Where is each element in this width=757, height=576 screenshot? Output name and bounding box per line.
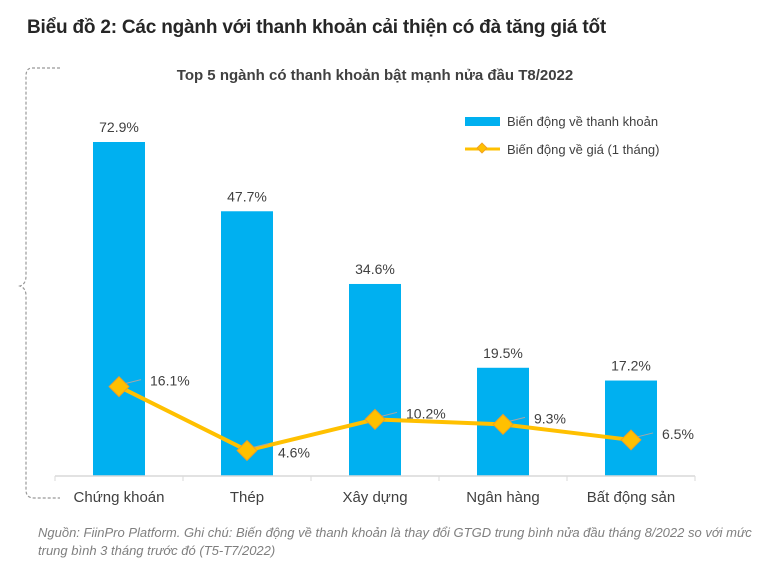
bracket [18,67,60,499]
bar-label: 19.5% [483,345,523,361]
line-label: 6.5% [662,426,694,442]
leader-line [252,442,270,448]
bar [221,211,273,476]
x-tick-label: Chứng khoán [74,489,165,506]
line-marker [492,413,514,435]
bar-label: 34.6% [355,261,395,277]
line-label: 10.2% [406,405,446,421]
legend: Biến động về thanh khoản Biến động về gi… [465,114,660,157]
x-tick-label: Thép [230,489,264,506]
source-note: Nguồn: FiinPro Platform. Ghi chú: Biến đ… [38,525,752,558]
leader-line [124,379,142,385]
x-tick-label: Xây dựng [342,489,407,506]
line-marker [620,429,642,451]
bar [349,283,401,476]
bar [93,142,145,476]
line-label: 16.1% [150,373,190,389]
chart-title: Top 5 ngành có thanh khoản bật mạnh nửa … [177,67,573,84]
leader-line [636,432,654,438]
line-marker [108,376,130,398]
bar-label: 72.9% [99,119,139,135]
chart: Top 5 ngành có thanh khoản bật mạnh nửa … [18,67,696,506]
bar-label: 17.2% [611,358,651,374]
figure-heading: Biểu đồ 2: Các ngành với thanh khoản cải… [27,17,607,38]
legend-label-line: Biến động về giá (1 tháng) [507,142,660,157]
leader-line [380,411,398,417]
line-label: 4.6% [278,444,310,460]
line-label: 9.3% [534,410,566,426]
legend-marker [476,142,488,154]
x-tick-label: Bất động sản [587,489,675,506]
legend-swatch-bar [465,117,500,126]
bar [605,380,657,476]
line-marker [364,408,386,430]
leader-line [508,416,526,422]
bar-label: 47.7% [227,188,267,204]
x-tick-label: Ngân hàng [466,489,539,506]
line-marker [236,439,258,462]
legend-label-bar: Biến động về thanh khoản [507,114,658,129]
